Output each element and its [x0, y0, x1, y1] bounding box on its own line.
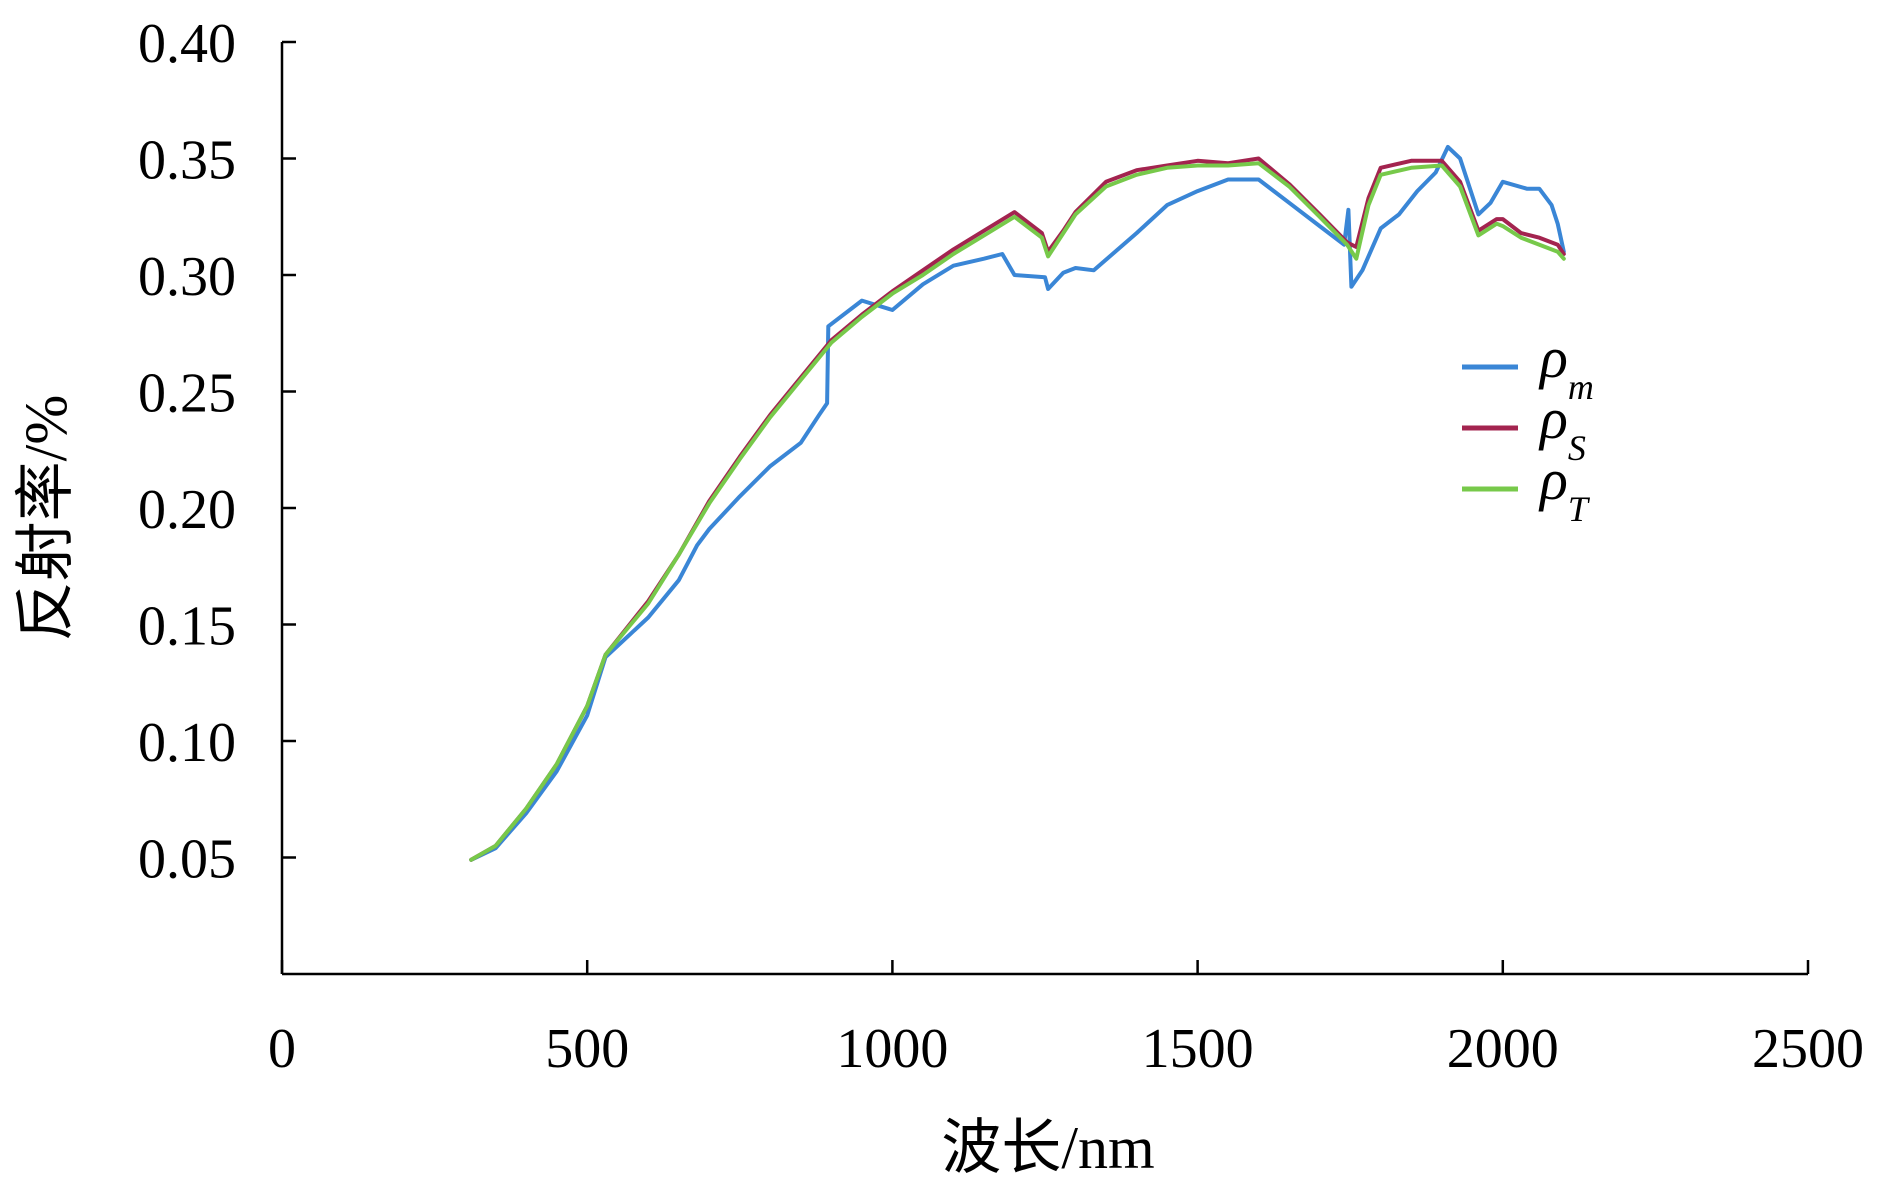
series-layer	[469, 144, 1566, 862]
x-tick-label: 1000	[836, 1018, 948, 1080]
legend-label-3: ρT	[1538, 447, 1591, 529]
axes: 0 500 1000 1500 2000 2500 0.05 0.10 0.15 0.20 0.25…	[138, 13, 1864, 1080]
y-axis-title: 反射率/%	[13, 395, 79, 642]
y-tick-label: 0.30	[138, 246, 236, 308]
x-tick-label: 0	[268, 1018, 296, 1080]
x-tick-label: 1500	[1142, 1018, 1254, 1080]
x-tick-label: 500	[545, 1018, 629, 1080]
series-line-2	[469, 156, 1566, 862]
y-tick-label: 0.35	[138, 130, 236, 192]
y-tick-label: 0.25	[138, 363, 236, 425]
y-tick-label: 0.05	[138, 829, 236, 891]
x-tick-label: 2500	[1752, 1018, 1864, 1080]
y-tick-label: 0.40	[138, 13, 236, 75]
x-tick-label: 2000	[1447, 1018, 1559, 1080]
y-tick-label: 0.10	[138, 712, 236, 774]
y-tick-label: 0.20	[138, 479, 236, 541]
y-tick-label: 0.15	[138, 596, 236, 658]
x-axis-title: 波长/nm	[941, 1115, 1154, 1181]
series-line-1	[469, 144, 1566, 862]
legend-label-1: ρm	[1538, 325, 1594, 407]
legend-label-2: ρS	[1538, 386, 1586, 468]
series-line-3	[469, 161, 1566, 862]
